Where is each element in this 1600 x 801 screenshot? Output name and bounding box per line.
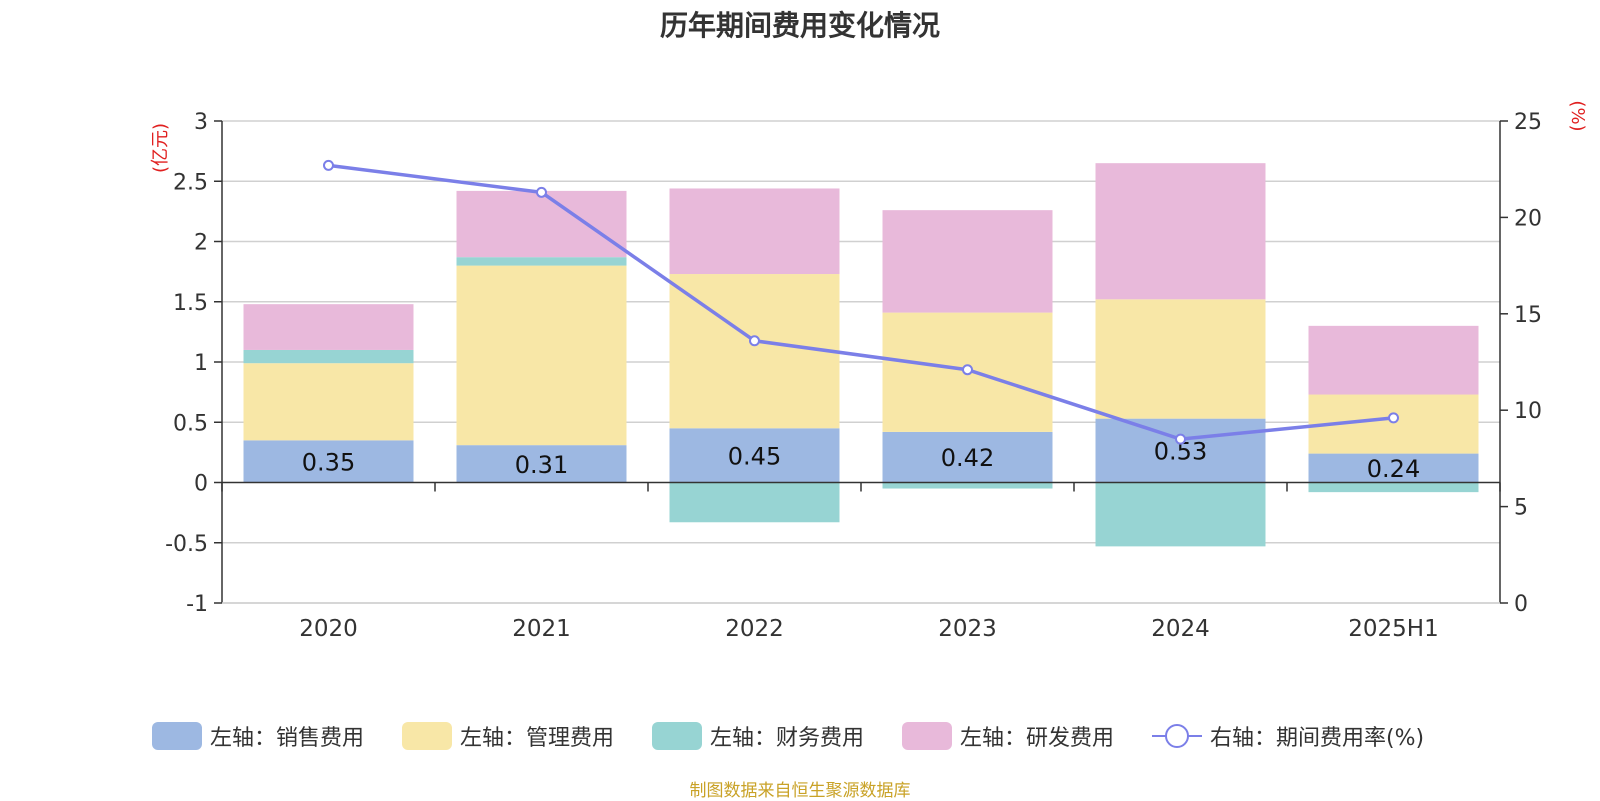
bar-segment — [1308, 482, 1479, 493]
bar-segment — [882, 210, 1053, 313]
bar-segment — [669, 482, 840, 523]
left-tick-label: 1.5 — [173, 291, 208, 316]
expense-rate-line — [323, 159, 1399, 445]
x-tick-label: 2021 — [512, 616, 571, 642]
legend-item-rate[interactable]: 右轴：期间费用率(%) — [1152, 718, 1424, 754]
legend-label-admin: 左轴：管理费用 — [460, 726, 615, 751]
right-tick-label: 0 — [1514, 592, 1528, 617]
left-tick-label: 3 — [194, 110, 208, 135]
data-label: 0.42 — [941, 444, 994, 472]
bar-segment — [243, 304, 414, 350]
left-tick-label: 2.5 — [173, 170, 208, 195]
right-axis-unit: (%) — [1567, 100, 1588, 131]
rate-point — [323, 159, 334, 171]
legend-item-sales[interactable]: 左轴：销售费用 — [152, 718, 364, 754]
left-tick-label: 2 — [194, 231, 208, 256]
grid-lines — [222, 120, 1500, 604]
bar-segment — [243, 363, 414, 441]
bar-segment — [882, 431, 1053, 483]
bar-segment — [1095, 482, 1266, 547]
bar-segment — [669, 428, 840, 483]
data-label: 0.24 — [1367, 455, 1420, 483]
legend: 左轴：销售费用 左轴：管理费用 左轴：财务费用 左轴：研发费用 右轴：期间费用率… — [0, 718, 1600, 758]
right-tick-label: 10 — [1514, 399, 1542, 424]
left-tick-label: -1 — [186, 592, 208, 617]
data-label: 0.35 — [302, 448, 355, 476]
bar-segment — [1095, 299, 1266, 419]
data-labels: 0.35 0.31 0.45 0.42 0.530.24 — [302, 438, 1420, 483]
bar-segment — [243, 349, 414, 364]
bar-segment — [669, 274, 840, 429]
right-tick-label: 15 — [1514, 303, 1542, 328]
bar-segment — [456, 445, 627, 483]
left-tick-label: -0.5 — [165, 532, 208, 557]
bar-segment — [669, 188, 840, 275]
rate-point — [1388, 412, 1399, 424]
legend-item-admin[interactable]: 左轴：管理费用 — [402, 718, 614, 754]
bar-segment — [1095, 418, 1266, 483]
bar-segment — [456, 265, 627, 446]
bar-segment — [1095, 163, 1266, 300]
bar-segment — [243, 440, 414, 483]
x-tick-label: 2022 — [725, 616, 784, 642]
legend-swatch-sales — [152, 722, 202, 750]
left-tick-label: 0 — [194, 472, 208, 497]
legend-label-sales: 左轴：销售费用 — [210, 726, 365, 751]
legend-swatch-finance — [652, 722, 702, 750]
source-note: 制图数据来自恒生聚源数据库 — [689, 781, 911, 801]
bars — [243, 163, 1479, 547]
legend-swatch-rate — [1152, 722, 1202, 750]
data-label: 0.45 — [728, 442, 781, 470]
legend-label-rnd: 左轴：研发费用 — [960, 726, 1115, 751]
legend-swatch-rnd — [902, 722, 952, 750]
legend-label-finance: 左轴：财务费用 — [710, 726, 865, 751]
right-tick-label: 25 — [1514, 110, 1542, 135]
axes: 3 2.5 2 1.5 1 0.5 0 -0.5 -1 25 20 15 10 5 0 2020 2021 202… — [165, 110, 1542, 642]
right-tick-label: 5 — [1514, 496, 1528, 521]
legend-item-rnd[interactable]: 左轴：研发费用 — [902, 718, 1114, 754]
bar-segment — [1308, 325, 1479, 395]
rate-point — [962, 364, 973, 376]
x-tick-label: 2020 — [299, 616, 358, 642]
data-label: 0.31 — [515, 451, 568, 479]
legend-swatch-admin — [402, 722, 452, 750]
x-tick-label: 2023 — [938, 616, 997, 642]
rate-line — [328, 163, 1394, 441]
left-tick-label: 1 — [194, 351, 208, 376]
bar-segment — [456, 190, 627, 258]
legend-label-rate: 右轴：期间费用率(%) — [1210, 726, 1425, 751]
bar-segment — [456, 257, 627, 266]
chart-canvas: 3 2.5 2 1.5 1 0.5 0 -0.5 -1 25 20 15 10 5 0 2020 2021 202… — [150, 100, 1588, 642]
left-axis-unit: (亿元) — [150, 123, 171, 173]
legend-item-finance[interactable]: 左轴：财务费用 — [652, 718, 864, 754]
x-tick-label: 2024 — [1151, 616, 1210, 642]
rate-point — [749, 335, 760, 347]
bar-segment — [1308, 453, 1479, 483]
bar-segment — [882, 482, 1053, 489]
right-tick-label: 20 — [1514, 206, 1542, 231]
rate-point — [536, 186, 547, 198]
chart-title: 历年期间费用变化情况 — [659, 9, 940, 42]
left-tick-label: 0.5 — [173, 411, 208, 436]
x-tick-label: 2025H1 — [1348, 616, 1438, 642]
rate-point — [1175, 433, 1186, 445]
